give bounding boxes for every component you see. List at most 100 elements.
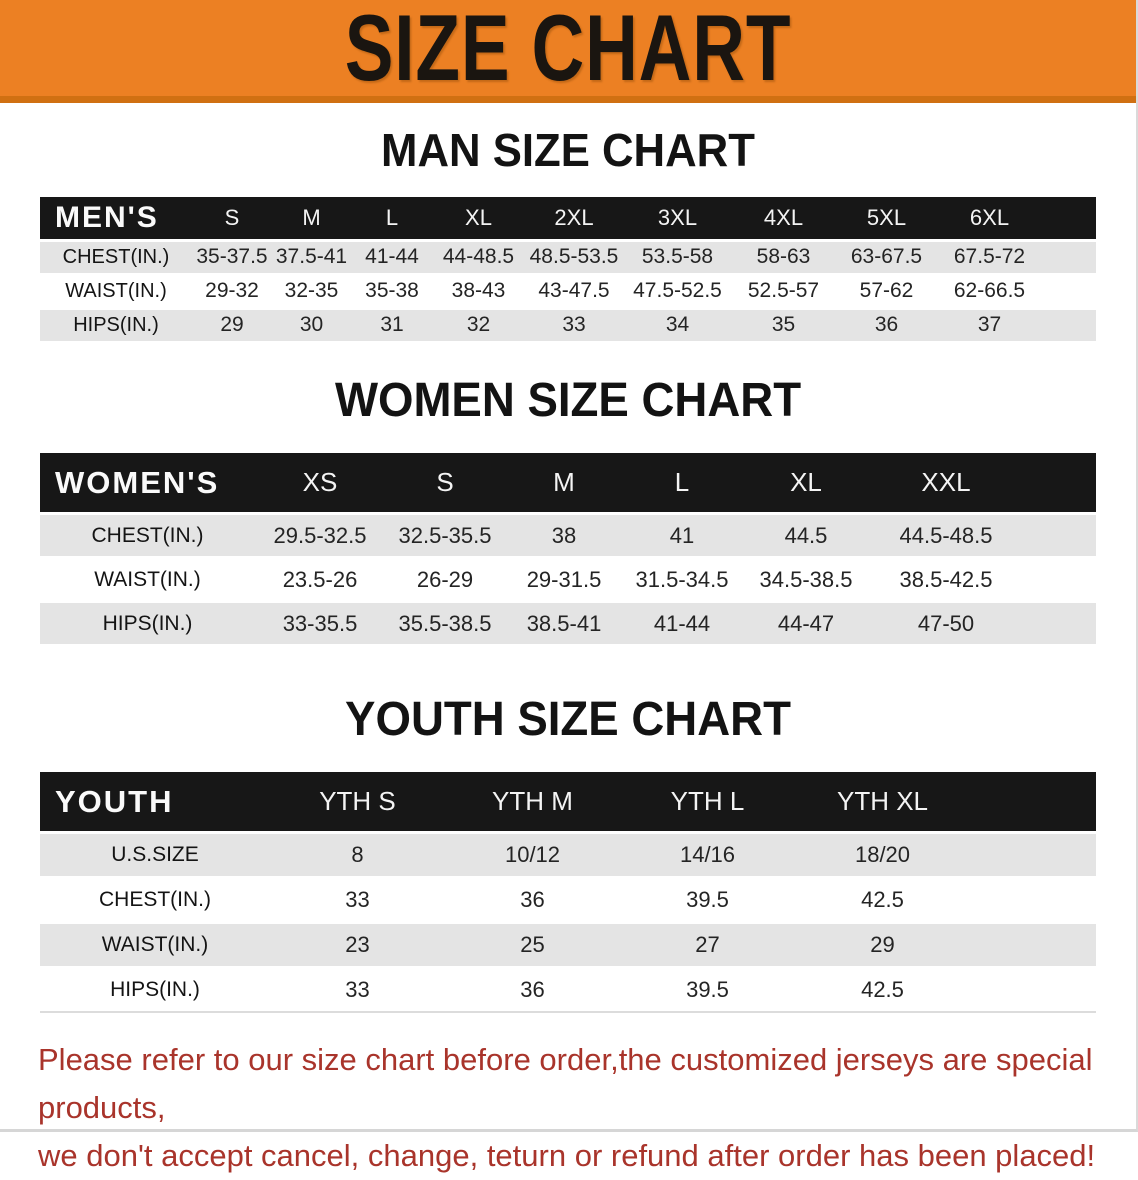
measure-value: 44-48.5	[433, 241, 524, 273]
youth-size-table-wrap: YOUTH YTH S YTH M YTH L YTH XL U.S.SIZE 8 10/12…	[40, 769, 1096, 1016]
measure-value: 47.5-52.5	[624, 275, 731, 307]
measure-value: 29-31.5	[505, 559, 623, 601]
measure-label: HIPS(IN.)	[40, 309, 192, 341]
measure-value: 42.5	[795, 879, 970, 922]
size-column-header: XL	[741, 453, 871, 513]
measure-value: 37	[937, 309, 1042, 341]
size-column-header: XL	[433, 196, 524, 239]
row-filler	[970, 924, 1096, 967]
measure-value: 23.5-26	[255, 559, 385, 601]
size-column-header: L	[351, 196, 433, 239]
table-row: WAIST(IN.) 23 25 27 29	[40, 924, 1096, 967]
measure-value: 33	[270, 879, 445, 922]
size-table: WOMEN'S XS S M L XL XXL CHEST(IN.) 29.5-32.5 32.5…	[40, 450, 1096, 647]
table-group-label: YOUTH	[40, 772, 270, 832]
row-filler	[1042, 241, 1096, 273]
measure-value: 29	[192, 309, 272, 341]
measure-label: U.S.SIZE	[40, 834, 270, 877]
header-filler	[1042, 196, 1096, 239]
measure-value: 18/20	[795, 834, 970, 877]
measure-value: 36	[445, 969, 620, 1014]
row-filler	[970, 969, 1096, 1014]
measure-value: 44.5	[741, 515, 871, 557]
size-column-header: YTH XL	[795, 772, 970, 832]
size-column-header: YTH S	[270, 772, 445, 832]
measure-label: CHEST(IN.)	[40, 241, 192, 273]
measure-value: 31.5-34.5	[623, 559, 741, 601]
measure-value: 42.5	[795, 969, 970, 1014]
measure-label: HIPS(IN.)	[40, 603, 255, 645]
measure-value: 29.5-32.5	[255, 515, 385, 557]
size-column-header: 2XL	[524, 196, 624, 239]
size-column-header: 6XL	[937, 196, 1042, 239]
measure-value: 34	[624, 309, 731, 341]
measure-value: 63-67.5	[836, 241, 937, 273]
measure-value: 23	[270, 924, 445, 967]
men-size-table-wrap: MEN'S S M L XL 2XL 3XL 4XL 5XL 6XL CHEST(IN.) 35-37…	[40, 194, 1096, 344]
size-column-header: XXL	[871, 453, 1021, 513]
measure-value: 38	[505, 515, 623, 557]
measure-value: 44-47	[741, 603, 871, 645]
table-row: HIPS(IN.) 33-35.5 35.5-38.5 38.5-41 41-44 44-…	[40, 603, 1096, 645]
measure-value: 37.5-41	[272, 241, 351, 273]
measure-value: 30	[272, 309, 351, 341]
size-column-header: 4XL	[731, 196, 836, 239]
size-column-header: S	[385, 453, 505, 513]
youth-size-section: YOUTH SIZE CHART YOUTH YTH S YTH M YTH L YTH…	[0, 694, 1136, 1016]
measure-value: 53.5-58	[624, 241, 731, 273]
measure-value: 38.5-41	[505, 603, 623, 645]
measure-label: WAIST(IN.)	[40, 559, 255, 601]
table-row: WAIST(IN.) 23.5-26 26-29 29-31.5 31.5-34.5 34…	[40, 559, 1096, 601]
women-size-section: WOMEN SIZE CHART WOMEN'S XS S M L XL XXL CHEST(…	[0, 374, 1136, 648]
disclaimer: Please refer to our size chart before or…	[38, 1036, 1108, 1180]
disclaimer-line-2: we don't accept cancel, change, teturn o…	[38, 1138, 1096, 1174]
measure-value: 29-32	[192, 275, 272, 307]
youth-section-heading: YOUTH SIZE CHART	[345, 693, 791, 747]
row-filler	[1042, 275, 1096, 307]
disclaimer-line-1: Please refer to our size chart before or…	[38, 1042, 1093, 1126]
men-size-section: MAN SIZE CHART MEN'S S M L XL 2XL 3XL 4XL 5XL 6XL…	[0, 125, 1136, 344]
size-column-header: S	[192, 196, 272, 239]
banner: SIZE CHART	[0, 0, 1136, 103]
measure-value: 34.5-38.5	[741, 559, 871, 601]
measure-label: WAIST(IN.)	[40, 275, 192, 307]
measure-value: 35	[731, 309, 836, 341]
measure-value: 44.5-48.5	[871, 515, 1021, 557]
size-table: YOUTH YTH S YTH M YTH L YTH XL U.S.SIZE 8 10/12…	[40, 769, 1096, 1016]
measure-value: 14/16	[620, 834, 795, 877]
measure-value: 10/12	[445, 834, 620, 877]
table-group-label: WOMEN'S	[40, 453, 255, 513]
measure-value: 31	[351, 309, 433, 341]
size-column-header: 3XL	[624, 196, 731, 239]
measure-value: 39.5	[620, 969, 795, 1014]
measure-value: 29	[795, 924, 970, 967]
measure-value: 48.5-53.5	[524, 241, 624, 273]
measure-label: WAIST(IN.)	[40, 924, 270, 967]
size-column-header: M	[505, 453, 623, 513]
size-table: MEN'S S M L XL 2XL 3XL 4XL 5XL 6XL CHEST(IN.) 35-37…	[40, 194, 1096, 344]
measure-value: 32-35	[272, 275, 351, 307]
measure-value: 33	[270, 969, 445, 1014]
size-column-header: YTH M	[445, 772, 620, 832]
measure-value: 39.5	[620, 879, 795, 922]
measure-value: 36	[836, 309, 937, 341]
measure-label: HIPS(IN.)	[40, 969, 270, 1014]
measure-value: 26-29	[385, 559, 505, 601]
measure-value: 41-44	[623, 603, 741, 645]
measure-value: 35.5-38.5	[385, 603, 505, 645]
measure-value: 67.5-72	[937, 241, 1042, 273]
size-column-header: 5XL	[836, 196, 937, 239]
row-filler	[1021, 559, 1096, 601]
measure-value: 47-50	[871, 603, 1021, 645]
header-filler	[970, 772, 1096, 832]
measure-value: 43-47.5	[524, 275, 624, 307]
measure-value: 58-63	[731, 241, 836, 273]
table-group-label: MEN'S	[40, 196, 192, 239]
measure-value: 52.5-57	[731, 275, 836, 307]
measure-value: 35-38	[351, 275, 433, 307]
table-row: HIPS(IN.) 29 30 31 32 33 34 35 36 37	[40, 309, 1096, 341]
measure-value: 32.5-35.5	[385, 515, 505, 557]
row-filler	[1021, 515, 1096, 557]
measure-value: 38-43	[433, 275, 524, 307]
measure-value: 41-44	[351, 241, 433, 273]
